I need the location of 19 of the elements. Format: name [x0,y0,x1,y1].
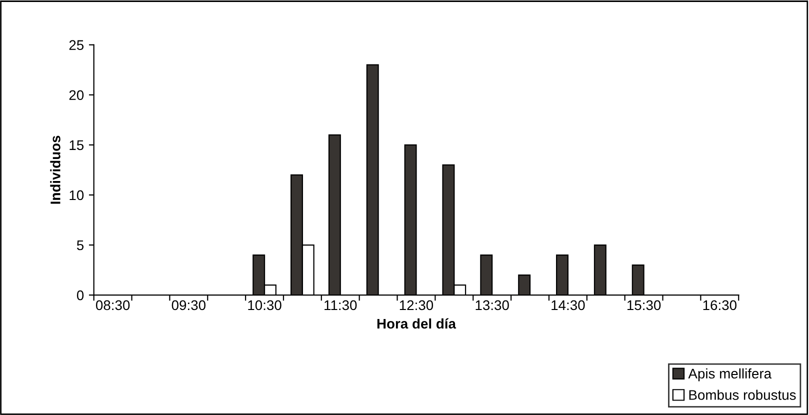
y-tick-label: 5 [76,240,84,250]
x-tick-label: 11:30 [324,300,357,310]
x-tick-label: 10:30 [248,300,282,310]
y-tick-label: 20 [69,90,84,100]
x-tick-label: 09:30 [172,300,206,310]
y-tick-label: 25 [69,40,84,50]
x-tick-label: 16:30 [703,300,736,310]
x-tick-label: 08:30 [96,300,130,310]
x-tick-label: 14:30 [552,300,585,310]
y-tick-label: 0 [76,290,84,300]
y-tick-label: 15 [70,140,84,150]
x-axis-title: Hora del día [377,318,456,329]
y-axis-title: Individuos [50,136,60,204]
legend-label: Apis mellifera [688,368,772,382]
x-tick-label: 12:30 [400,300,434,310]
legend-label: Bombus robustus [689,390,796,400]
x-tick-label: 13:30 [476,300,509,310]
y-tick-label: 10 [70,190,84,200]
x-tick-label: 15:30 [627,300,661,310]
